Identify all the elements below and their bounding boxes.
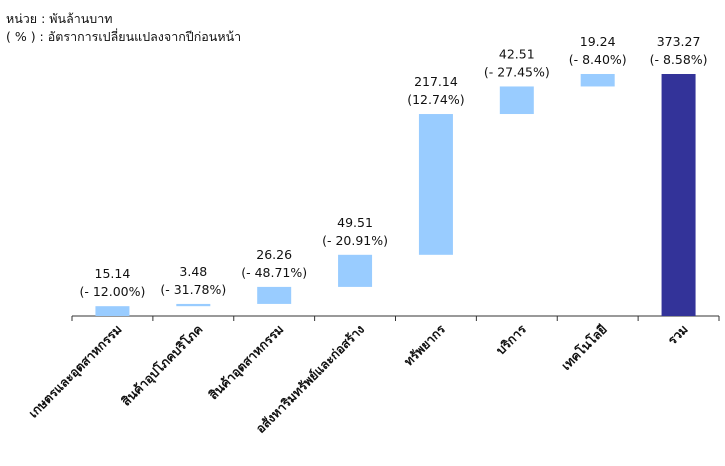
category-label: เกษตรและอุตสาหกรรม: [25, 322, 125, 422]
change-label: (- 27.45%): [484, 64, 550, 79]
waterfall-bar: [257, 286, 292, 304]
value-label: 15.14: [95, 266, 131, 281]
value-label: 3.48: [179, 264, 207, 279]
category-label: ทรัพยากร: [401, 321, 448, 368]
value-label: 19.24: [580, 34, 616, 49]
waterfall-bar: [418, 114, 453, 255]
change-label: (12.74%): [407, 92, 464, 107]
change-label: (- 8.58%): [650, 52, 708, 67]
value-label: 373.27: [657, 34, 701, 49]
unit-note: หน่วย : พันล้านบาท: [6, 11, 113, 26]
waterfall-bar: [499, 86, 534, 115]
waterfall-bar: [580, 73, 615, 87]
change-label: (- 48.71%): [241, 265, 307, 280]
value-label: 49.51: [337, 215, 373, 230]
waterfall-bar: [338, 254, 373, 287]
change-label: (- 8.40%): [569, 52, 627, 67]
waterfall-bar: [95, 306, 130, 316]
waterfall-bar: [176, 303, 211, 307]
total-bar: [661, 74, 696, 316]
value-label: 42.51: [499, 46, 535, 61]
change-label: (- 31.78%): [160, 282, 226, 297]
category-label: บริการ: [493, 321, 529, 357]
category-label: สินค้าอุปโภคบริโภค: [118, 322, 206, 410]
chart-notes: หน่วย : พันล้านบาท ( % ) : อัตราการเปลี่…: [6, 10, 241, 46]
category-label: เทคโนโลยี: [558, 322, 610, 374]
value-label: 26.26: [256, 247, 292, 262]
percent-note: ( % ) : อัตราการเปลี่ยนแปลงจากปีก่อนหน้า: [6, 29, 242, 44]
category-label: สินค้าอุตสาหกรรม: [205, 322, 287, 404]
category-label: รวม: [665, 322, 691, 348]
value-label: 217.14: [414, 74, 458, 89]
change-label: (- 20.91%): [322, 233, 388, 248]
change-label: (- 12.00%): [79, 284, 145, 299]
